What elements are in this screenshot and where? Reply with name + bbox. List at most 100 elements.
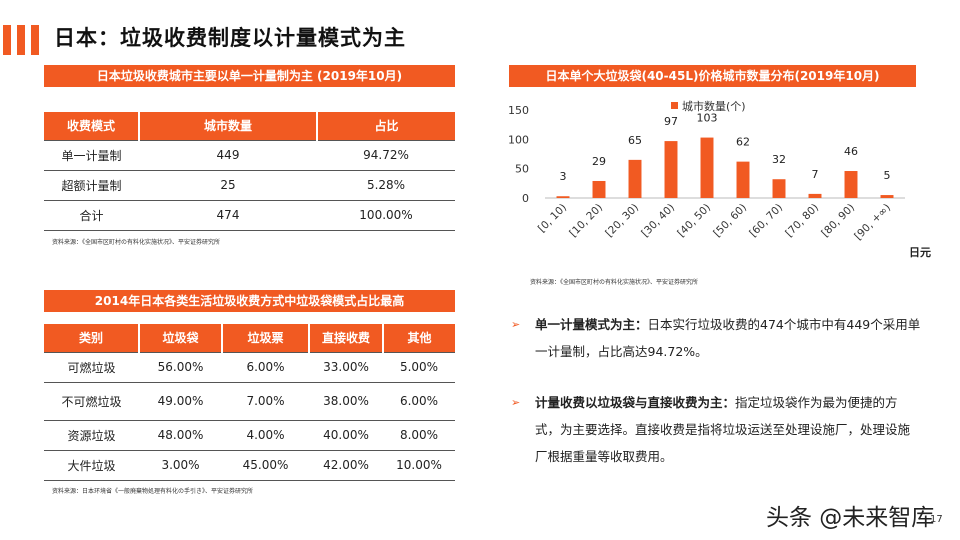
y-tick-label: 100 [508,133,529,146]
title-accent-bar [3,25,11,55]
category-label: [10, 20) [567,202,605,240]
title-accent-bar-2 [17,25,25,55]
category-label: [70, 80) [783,202,821,240]
data-label: 7 [812,168,819,181]
table1: 收费模式 城市数量 占比 单一计量制 449 94.72% 超额计量制 25 5… [44,112,455,231]
title-accent-bar-3 [31,25,39,55]
table2: 类别 垃圾袋 垃圾票 直接收费 其他 可燃垃圾 56.00% 6.00% 33.… [44,324,455,481]
table-cell: 94.72% [317,139,455,171]
category-label: [40, 50) [675,202,713,240]
table-row: 单一计量制 449 94.72% [44,139,455,171]
table-cell: 42.00% [309,450,383,481]
table-cell: 超额计量制 [44,170,139,201]
table2-header-cell: 直接收费 [309,324,384,352]
bullet-text: 计量收费以垃圾袋与直接收费为主：指定垃圾袋作为最为便捷的方式，为主要选择。直接收… [535,389,921,470]
table-cell: 6.00% [383,382,455,421]
table2-source: 资料来源：日本环境省《一般廃棄物処理有料化の手引き》、平安证券研究所 [52,488,254,495]
table-cell: 56.00% [139,351,222,383]
bar [844,171,858,198]
table-cell: 25 [139,170,317,201]
arrow-bullet-icon: ➢ [511,396,521,409]
data-label: 3 [560,170,567,183]
bar [700,137,714,198]
table-cell: 38.00% [309,382,383,421]
chart-source: 资料来源：《全国市区町村の有料化实施状况》、平安证券研究所 [530,279,699,286]
table1-header-row: 收费模式 城市数量 占比 [44,112,455,140]
category-label: [50, 60) [711,202,749,240]
data-label: 32 [772,153,786,166]
bullet-body: 日本实行垃圾收费的474个城市中有449个采用单一计量制，占比高达94.72%。 [535,317,921,359]
page-number: 17 [930,514,943,525]
arrow-bullet-icon: ➢ [511,318,521,331]
table-cell: 10.00% [383,450,455,481]
table-row: 超额计量制 25 5.28% [44,170,455,201]
price-distribution-chart: 0 50 100 150 3 [0, 10) 29 [10, 20) 65 [20, 30) 97 [… [508,99,931,259]
table1-header-cell: 收费模式 [44,112,140,140]
table-cell: 3.00% [139,450,222,481]
table-cell: 可燃垃圾 [44,351,139,383]
table1-banner: 日本垃圾收费城市主要以单一计量制为主 (2019年10月) [44,65,455,87]
table-cell: 100.00% [317,200,455,231]
table2-header-cell: 垃圾袋 [139,324,223,352]
table-cell: 不可燃垃圾 [44,382,139,421]
bullet-heading: 计量收费以垃圾袋与直接收费为主： [535,395,736,410]
data-label: 103 [697,112,718,125]
watermark: 头条 @未来智库 [766,505,935,531]
table-row: 不可燃垃圾 49.00% 7.00% 38.00% 6.00% [44,382,455,421]
table-cell: 449 [139,139,317,171]
table1-header-cell: 占比 [317,112,455,140]
table2-banner: 2014年日本各类生活垃圾收费方式中垃圾袋模式占比最高 [44,290,455,312]
bullet-point: ➢ 计量收费以垃圾袋与直接收费为主：指定垃圾袋作为最为便捷的方式，为主要选择。直… [511,389,921,470]
table-cell: 5.28% [317,170,455,201]
bullet-body: 指定垃圾袋作为最为便捷的方式，为主要选择。直接收费是指将垃圾运送至处理设施厂，处… [535,395,911,464]
bar [808,193,822,198]
table-row: 资源垃圾 48.00% 4.00% 40.00% 8.00% [44,420,455,451]
table2-header-cell: 垃圾票 [222,324,310,352]
table-cell: 大件垃圾 [44,450,139,481]
table-cell: 33.00% [309,351,383,383]
bar [664,141,678,198]
legend-swatch [671,102,678,109]
data-label: 29 [592,155,606,168]
page-title: 日本：垃圾收费制度以计量模式为主 [54,26,406,50]
data-label: 97 [664,115,678,128]
category-label: [0, 10) [536,202,569,235]
table-cell: 5.00% [383,351,455,383]
table-cell: 合计 [44,200,139,231]
table-cell: 4.00% [222,420,309,451]
bullet-point: ➢ 单一计量模式为主：日本实行垃圾收费的474个城市中有449个采用单一计量制，… [511,311,921,365]
table2-header-row: 类别 垃圾袋 垃圾票 直接收费 其他 [44,324,455,352]
bullet-heading: 单一计量模式为主： [535,317,648,332]
table1-header-cell: 城市数量 [139,112,318,140]
y-tick-label: 50 [515,163,529,176]
data-label: 65 [628,134,642,147]
data-label: 62 [736,136,750,149]
bar [736,161,750,198]
category-label: [60, 70) [747,202,785,240]
bar [592,180,606,198]
table-cell: 资源垃圾 [44,420,139,451]
table-cell: 40.00% [309,420,383,451]
table-cell: 474 [139,200,317,231]
bar [880,195,894,198]
table-cell: 49.00% [139,382,222,421]
x-axis-unit-label: 日元 [909,246,931,259]
chart-banner: 日本单个大垃圾袋(40-45L)价格城市数量分布(2019年10月) [509,65,916,87]
table2-header-cell: 类别 [44,324,140,352]
bar [772,179,786,198]
data-label: 5 [884,169,891,182]
category-label: [20, 30) [603,202,641,240]
table-cell: 6.00% [222,351,309,383]
table-row: 可燃垃圾 56.00% 6.00% 33.00% 5.00% [44,351,455,383]
table-row: 合计 474 100.00% [44,200,455,231]
bar [556,196,570,198]
table-cell: 45.00% [222,450,309,481]
table2-header-cell: 其他 [383,324,455,352]
bar [628,159,642,198]
table-cell: 8.00% [383,420,455,451]
table-row: 大件垃圾 3.00% 45.00% 42.00% 10.00% [44,450,455,481]
category-label: [90, +∞) [852,202,893,243]
table-cell: 7.00% [222,382,309,421]
y-tick-label: 0 [522,192,529,205]
bullet-text: 单一计量模式为主：日本实行垃圾收费的474个城市中有449个采用单一计量制，占比… [535,311,921,365]
